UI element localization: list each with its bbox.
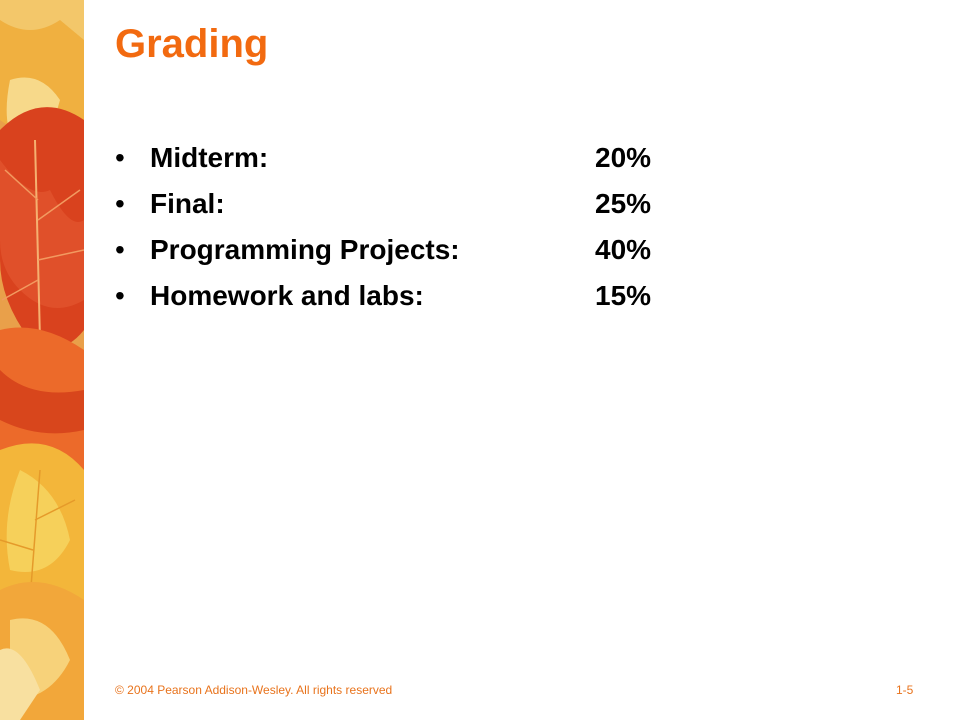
footer-slide-number: 1-5 xyxy=(896,683,914,697)
bullet-icon: • xyxy=(115,142,125,173)
bullet-label: Midterm: xyxy=(150,142,269,173)
bullet-item-midterm: • Midterm: 20% xyxy=(115,135,651,181)
bullet-value: 15% xyxy=(595,280,652,311)
bullet-value: 20% xyxy=(595,142,652,173)
bullet-value: 25% xyxy=(595,188,652,219)
bullet-label: Homework and labs: xyxy=(150,280,424,311)
slide-title: Grading xyxy=(115,22,269,66)
bullet-icon: • xyxy=(115,188,125,219)
bullet-label: Final: xyxy=(150,188,225,219)
bullet-item-final: • Final: 25% xyxy=(115,181,651,227)
bullet-icon: • xyxy=(115,234,125,265)
bullet-item-programming-projects: • Programming Projects: 40% xyxy=(115,227,651,273)
bullet-label: Programming Projects: xyxy=(150,234,460,265)
bullet-item-homework-labs: • Homework and labs: 15% xyxy=(115,273,651,319)
bullet-icon: • xyxy=(115,280,125,311)
footer-copyright: © 2004 Pearson Addison-Wesley. All right… xyxy=(115,683,393,697)
autumn-leaves-border xyxy=(0,0,84,720)
bullet-value: 40% xyxy=(595,234,652,265)
grading-bullet-list: • Midterm: 20% • Final: 25% • Programmin… xyxy=(115,135,651,319)
